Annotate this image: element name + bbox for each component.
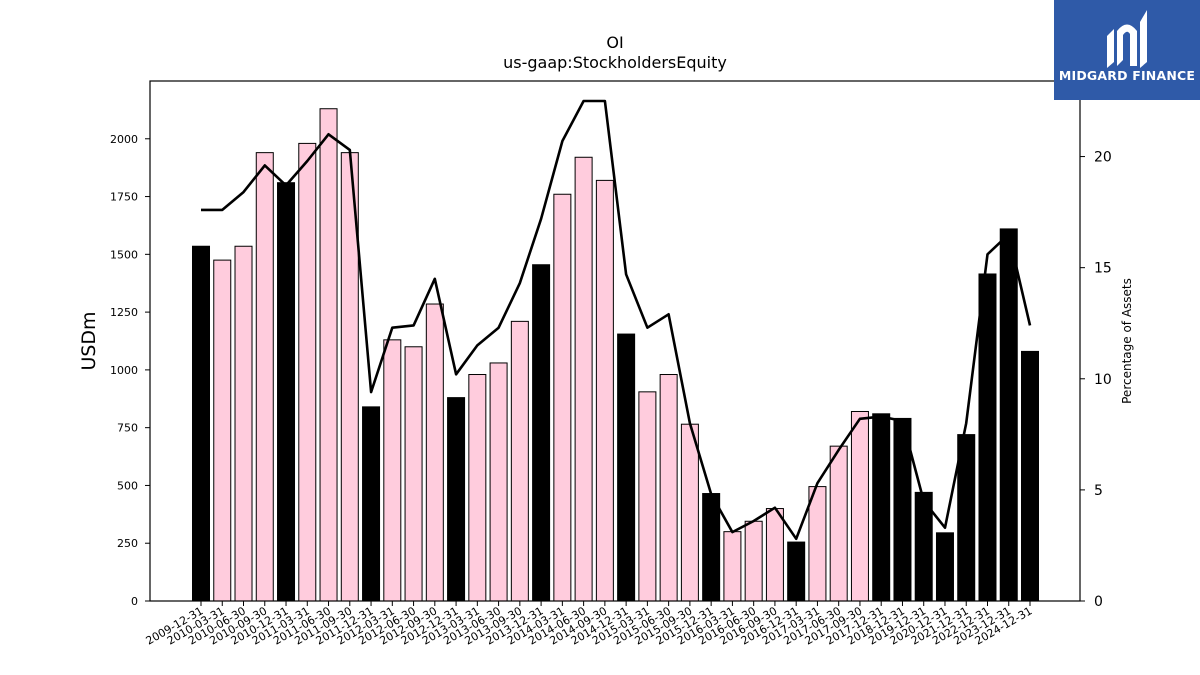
y2-tick-label: 20 bbox=[1094, 150, 1112, 166]
bar-2017-03-31 bbox=[808, 486, 827, 602]
bar-2017-09-30 bbox=[850, 410, 869, 602]
logo-mark-icon bbox=[1107, 10, 1147, 68]
bar-2011-03-31 bbox=[298, 142, 317, 602]
bar-2014-09-30 bbox=[595, 179, 614, 602]
bar-2017-12-31 bbox=[872, 413, 891, 602]
y-tick-label: 1500 bbox=[110, 248, 138, 261]
bar-2010-12-31 bbox=[277, 182, 296, 602]
y2-axis-label: Percentage of Assets bbox=[1120, 278, 1134, 404]
bar-2012-09-30 bbox=[425, 303, 444, 602]
bar-2010-06-30 bbox=[234, 245, 253, 602]
bar-2013-03-31 bbox=[468, 374, 487, 602]
y-tick-label: 1750 bbox=[110, 191, 138, 204]
plot-frame bbox=[149, 80, 1081, 602]
bar-2010-03-31 bbox=[213, 259, 232, 602]
y2-tick-label: 0 bbox=[1094, 594, 1103, 610]
bar-2012-03-31 bbox=[383, 339, 402, 602]
bar-2021-12-31 bbox=[957, 434, 976, 602]
logo-text: MIDGARD FINANCE bbox=[1058, 68, 1196, 83]
y-tick-label: 250 bbox=[117, 537, 138, 550]
bar-2016-06-30 bbox=[744, 520, 763, 602]
bar-2014-06-30 bbox=[574, 156, 593, 602]
bar-2016-12-31 bbox=[787, 541, 806, 602]
bar-2013-09-30 bbox=[510, 320, 529, 602]
chart-subtitle: us-gaap:StockholdersEquity bbox=[503, 53, 727, 72]
y2-tick-label: 10 bbox=[1094, 372, 1112, 388]
bar-2024-12-31 bbox=[1020, 350, 1040, 602]
bar-2022-12-31 bbox=[978, 273, 997, 602]
y2-tick-label: 5 bbox=[1094, 483, 1103, 499]
chart-title: OI bbox=[606, 33, 623, 52]
bar-2014-12-31 bbox=[617, 333, 636, 602]
bar-2015-09-30 bbox=[680, 423, 699, 602]
bar-2015-06-30 bbox=[659, 374, 678, 602]
y-tick-label: 1250 bbox=[110, 306, 138, 319]
bar-2015-12-31 bbox=[702, 493, 721, 602]
bar-2017-06-30 bbox=[829, 445, 848, 602]
bar-2012-06-30 bbox=[404, 346, 423, 602]
y-axis-label: USDm bbox=[78, 311, 100, 370]
y-tick-label: 0 bbox=[131, 595, 138, 608]
bar-2013-12-31 bbox=[532, 264, 551, 602]
bar-2011-12-31 bbox=[362, 406, 381, 602]
y-tick-label: 750 bbox=[117, 422, 138, 435]
y-tick-label: 500 bbox=[117, 479, 138, 492]
bar-2010-09-30 bbox=[255, 152, 274, 602]
y2-tick-label: 15 bbox=[1094, 261, 1112, 277]
plot-area: 0250500750100012501500175020000510152020… bbox=[110, 99, 1112, 648]
bar-2016-03-31 bbox=[723, 531, 742, 602]
bar-2013-06-30 bbox=[489, 362, 508, 602]
bar-2014-03-31 bbox=[553, 193, 572, 602]
bar-2015-03-31 bbox=[638, 391, 657, 602]
pct-assets-line bbox=[201, 99, 1032, 541]
y-tick-label: 1000 bbox=[110, 364, 138, 377]
bar-2012-12-31 bbox=[447, 397, 466, 602]
midgard-finance-logo: MIDGARD FINANCE bbox=[1054, 0, 1200, 100]
bar-2023-12-31 bbox=[999, 228, 1018, 602]
y-tick-label: 2000 bbox=[110, 133, 138, 146]
bar-2009-12-31 bbox=[191, 245, 211, 602]
bar-2016-09-30 bbox=[765, 508, 784, 602]
bar-2011-06-30 bbox=[319, 108, 338, 602]
bar-2020-12-31 bbox=[935, 532, 954, 602]
